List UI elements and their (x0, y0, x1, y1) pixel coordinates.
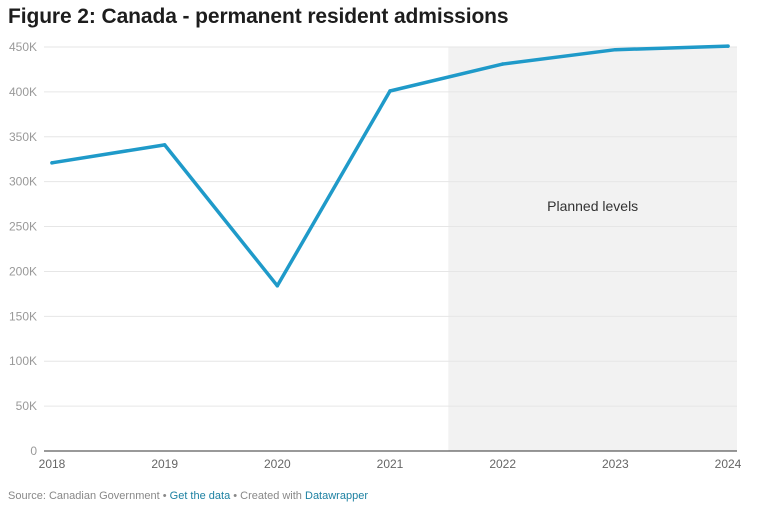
source-text: Source: Canadian Government (8, 490, 160, 502)
data-point (50, 161, 54, 165)
planned-levels-shade (448, 47, 737, 451)
created-with-text: Created with (240, 490, 302, 502)
x-tick-label: 2018 (39, 457, 66, 471)
x-tick-label: 2021 (377, 457, 404, 471)
footer-separator: • (162, 490, 167, 502)
y-tick-label: 100K (9, 354, 37, 368)
get-the-data-link[interactable]: Get the data (169, 490, 231, 502)
x-tick-label: 2020 (264, 457, 291, 471)
y-tick-label: 250K (9, 220, 37, 234)
y-tick-label: 150K (9, 309, 37, 323)
data-point (726, 44, 730, 48)
data-point (275, 284, 280, 288)
y-tick-label: 350K (9, 130, 37, 144)
data-point (388, 89, 392, 93)
datawrapper-link[interactable]: Datawrapper (305, 490, 368, 502)
footer-separator: • (233, 490, 238, 502)
chart-title: Figure 2: Canada - permanent resident ad… (8, 5, 509, 28)
x-axis-labels: 2018 2019 2020 2021 2022 2023 2024 (39, 457, 742, 471)
y-tick-label: 450K (9, 40, 37, 54)
series (50, 44, 730, 288)
y-tick-label: 400K (9, 85, 37, 99)
y-tick-label: 50K (16, 399, 37, 413)
y-axis-labels: 0 50K 100K 150K 200K 250K 300K 350K 400K 450K (9, 40, 37, 458)
y-tick-label: 0 (30, 444, 37, 458)
data-point (613, 47, 618, 52)
x-tick-label: 2022 (489, 457, 516, 471)
y-tick-label: 300K (9, 175, 37, 189)
data-point (500, 62, 505, 66)
x-tick-label: 2024 (715, 457, 742, 471)
x-tick-label: 2023 (602, 457, 629, 471)
footer: Source: Canadian Government • Get the da… (8, 490, 368, 502)
x-tick-label: 2019 (151, 457, 178, 471)
planned-levels-region: Planned levels (448, 47, 737, 451)
y-tick-label: 200K (9, 264, 37, 278)
planned-levels-label: Planned levels (547, 198, 638, 214)
data-point (162, 143, 167, 147)
